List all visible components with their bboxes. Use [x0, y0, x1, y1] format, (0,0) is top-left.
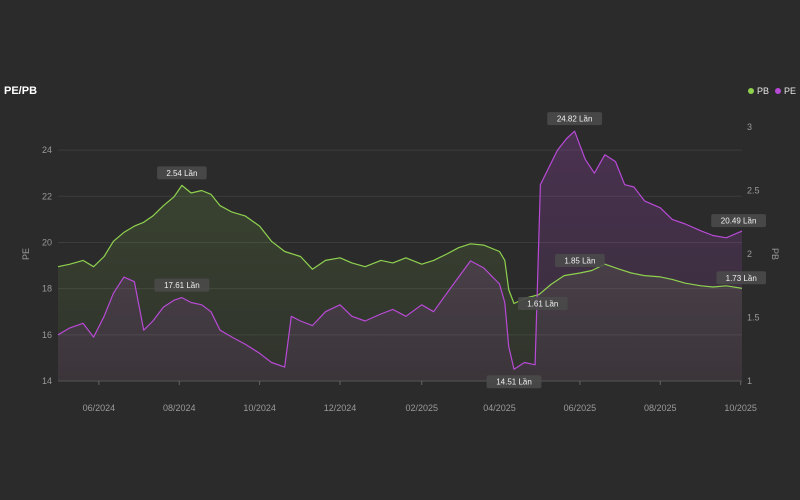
annotation-label: 1.85 Lần [555, 254, 605, 268]
legend-item-pe[interactable]: PE [774, 86, 796, 96]
pb-series-line [57, 184, 743, 305]
series-lines [57, 130, 743, 370]
x-tick-label: 06/2025 [564, 403, 597, 413]
y-tick-label-left: 16 [42, 330, 52, 340]
y-tick-label-right: 3 [747, 122, 752, 132]
pe-series-line [57, 130, 743, 370]
annotation-bg [518, 297, 568, 311]
annotation-text: 1.61 Lần [527, 300, 558, 309]
y-axis-label-left: PE [21, 248, 31, 260]
annotation-label: 14.51 Lần [486, 375, 542, 389]
annotation-bg [555, 254, 605, 268]
annotation-bg [716, 271, 766, 285]
x-tick-label: 04/2025 [483, 403, 516, 413]
annotation-text: 24.82 Lần [557, 115, 593, 124]
pe-area [58, 131, 742, 381]
legend-label-pb: PB [756, 86, 769, 96]
annotation-text: 17.61 Lần [164, 281, 200, 290]
annotation-label: 20.49 Lần [711, 214, 766, 228]
y-tick-label-left: 14 [42, 376, 52, 386]
annotation-text: 2.54 Lần [166, 169, 197, 178]
y-axis-label-right: PB [770, 248, 780, 260]
y-tick-label-right: 1.5 [747, 313, 760, 323]
chart-legend: PB PE [747, 86, 796, 96]
y-tick-label-left: 20 [42, 237, 52, 247]
annotation-label: 1.73 Lần [716, 271, 766, 285]
annotations: 2.54 Lần 17.61 Lần 1.61 Lần 14.51 Lần 24.82 … [154, 112, 766, 389]
x-tick-label: 10/2024 [243, 403, 276, 413]
x-tick-label: 06/2024 [83, 403, 116, 413]
annotation-label: 17.61 Lần [154, 278, 210, 292]
x-tick-label: 08/2025 [644, 403, 677, 413]
annotation-text: 1.85 Lần [564, 257, 595, 266]
x-tick-label: 12/2024 [324, 403, 357, 413]
annotation-bg [154, 278, 210, 292]
x-tick-label: 10/2025 [724, 403, 757, 413]
y-tick-label-left: 22 [42, 191, 52, 201]
annotation-bg [486, 375, 542, 389]
y-tick-label-left: 24 [42, 145, 52, 155]
pb-dot-icon [747, 88, 754, 94]
annotation-label: 2.54 Lần [157, 166, 207, 180]
pe-dot-icon [774, 88, 781, 94]
series-areas [58, 131, 742, 381]
legend-item-pb[interactable]: PB [747, 86, 769, 96]
annotation-text: 14.51 Lần [496, 378, 532, 387]
axes: PE PB 14 16 18 20 22 24 1 1.5 2 2.5 3 06/2024 08/202… [21, 122, 780, 413]
annotation-bg [157, 166, 207, 180]
annotation-text: 20.49 Lần [721, 217, 757, 226]
annotation-label: 24.82 Lần [547, 112, 603, 126]
y-tick-label-right: 1 [747, 376, 752, 386]
y-tick-label-left: 18 [42, 284, 52, 294]
y-tick-label-right: 2.5 [747, 186, 760, 196]
x-tick-label: 08/2024 [163, 403, 196, 413]
annotation-text: 1.73 Lần [726, 274, 757, 283]
legend-label-pe: PE [783, 86, 796, 96]
annotation-bg [547, 112, 603, 126]
x-tick-label: 02/2025 [405, 403, 438, 413]
annotation-bg [711, 214, 766, 228]
chart-title: PE/PB [4, 85, 38, 97]
annotation-label: 1.61 Lần [518, 297, 568, 311]
y-tick-label-right: 2 [747, 249, 752, 259]
